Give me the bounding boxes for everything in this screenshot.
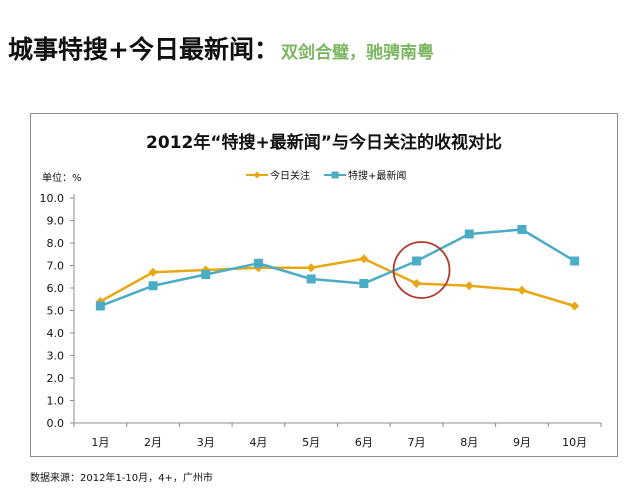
y-tick-label: 4.0 <box>47 327 65 340</box>
unit-label: 单位：% <box>42 173 82 184</box>
data-point-series-1 <box>412 279 422 288</box>
data-point-series-1 <box>306 263 316 273</box>
y-tick-label: 5.0 <box>47 305 65 318</box>
data-point-series-2 <box>253 258 263 268</box>
x-tick-label: 5月 <box>302 436 320 449</box>
data-point-series-2 <box>517 225 527 234</box>
data-point-series-1 <box>570 301 580 311</box>
data-point-series-2 <box>412 256 422 266</box>
y-tick-label: 8.0 <box>47 237 65 250</box>
headline-sub: 双剑合璧，驰骋南粤 <box>280 43 434 63</box>
data-point-series-2 <box>201 270 211 279</box>
legend-item-series-1: 今日关注 <box>246 167 310 182</box>
legend-marker-square-icon <box>324 171 346 178</box>
y-tick-label: 2.0 <box>47 372 65 385</box>
y-tick-label: 3.0 <box>47 350 65 363</box>
data-point-series-1 <box>517 285 527 295</box>
data-point-series-1 <box>359 254 369 264</box>
data-point-series-2 <box>359 279 369 288</box>
chart-container: 2012年“特搜+最新闻”与今日关注的收视对比 单位：% 今日关注 特搜+最新闻… <box>30 113 618 457</box>
x-tick-label: 8月 <box>460 436 478 449</box>
legend: 今日关注 特搜+最新闻 <box>246 167 406 182</box>
data-point-series-2 <box>464 229 474 239</box>
chart-title: 2012年“特搜+最新闻”与今日关注的收视对比 <box>146 133 502 153</box>
footnote: 数据来源：2012年1-10月，4+，广州市 <box>30 473 213 484</box>
y-tick-label: 10.0 <box>40 192 65 205</box>
y-tick-label: 7.0 <box>47 260 65 273</box>
x-tick-label: 6月 <box>355 436 373 449</box>
legend-label-series-2: 特搜+最新闻 <box>348 171 407 182</box>
y-tick-label: 6.0 <box>47 282 65 295</box>
series-line-2 <box>99 228 576 308</box>
annotation-circle <box>392 241 451 299</box>
headline-main: 城事特搜+今日最新闻： <box>8 35 279 64</box>
plot-area: 0.0 1.0 2.0 3.0 4.0 5.0 6.0 7.0 8.0 9.0 10.0 1月 2月 3月… <box>40 192 602 449</box>
y-tick-label: 9.0 <box>47 215 65 228</box>
legend-label-series-1: 今日关注 <box>270 171 310 182</box>
legend-item-series-2: 特搜+最新闻 <box>324 167 406 182</box>
data-point-series-2 <box>95 301 105 311</box>
data-point-series-2 <box>306 274 316 284</box>
data-point-series-2 <box>570 256 580 266</box>
x-tick-label: 3月 <box>197 436 215 449</box>
x-tick-label: 2月 <box>144 436 162 449</box>
y-tick-label: 1.0 <box>47 395 65 408</box>
y-tick-label: 0.0 <box>47 417 65 430</box>
data-point-series-1 <box>464 281 474 291</box>
headline: 城事特搜+今日最新闻： 双剑合璧，驰骋南粤 <box>8 30 434 66</box>
x-tick-label: 4月 <box>249 436 267 449</box>
legend-marker-diamond-icon <box>246 171 268 178</box>
x-tick-label: 10月 <box>562 436 587 449</box>
data-point-series-2 <box>148 281 158 291</box>
x-tick-label: 1月 <box>91 436 109 449</box>
data-point-series-1 <box>148 267 158 277</box>
x-tick-label: 9月 <box>513 436 531 449</box>
series-line-1 <box>99 257 576 308</box>
x-tick-label: 7月 <box>408 436 426 449</box>
